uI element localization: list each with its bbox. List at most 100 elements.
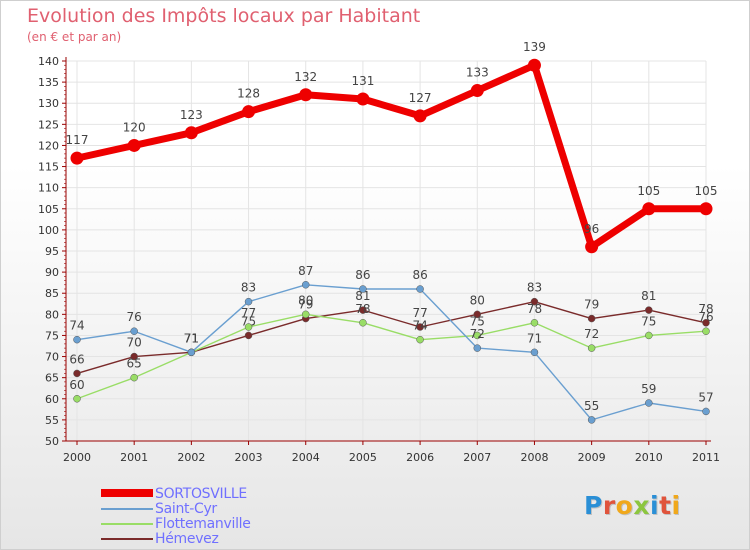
y-tick-label: 120 — [38, 139, 59, 152]
y-tick-label: 90 — [45, 266, 59, 279]
x-tick-label: 2001 — [120, 451, 148, 464]
data-point — [530, 297, 539, 306]
data-label: 59 — [641, 382, 656, 396]
data-point — [585, 240, 599, 254]
x-tick-label: 2004 — [292, 451, 320, 464]
data-point — [645, 399, 653, 407]
data-point — [242, 105, 256, 119]
data-label: 78 — [355, 302, 370, 316]
data-point — [473, 344, 482, 352]
data-point — [416, 323, 424, 331]
data-label: 60 — [69, 378, 84, 392]
data-label: 86 — [412, 268, 427, 282]
data-label: 81 — [355, 289, 370, 303]
series-line-saint-cyr — [76, 284, 707, 421]
data-point — [645, 306, 653, 314]
x-tick-label: 2000 — [63, 451, 91, 464]
data-point — [645, 331, 653, 340]
legend-swatch-flottemanville — [101, 523, 153, 525]
data-label: 71 — [184, 331, 199, 345]
series-line-flottemanville — [76, 313, 707, 400]
x-tick-label: 2011 — [692, 451, 720, 464]
y-tick-label: 135 — [38, 76, 59, 89]
data-point — [527, 58, 541, 72]
data-label: 131 — [351, 74, 374, 88]
data-label: 132 — [294, 70, 317, 84]
data-label: 71 — [184, 331, 199, 345]
logo-letter: i — [650, 491, 660, 520]
logo-letter: x — [633, 491, 650, 520]
logo-letter: P — [584, 491, 603, 520]
data-point — [470, 84, 484, 98]
data-label: 71 — [527, 331, 542, 345]
data-label: 81 — [641, 289, 656, 303]
x-tick-label: 2003 — [235, 451, 263, 464]
data-label: 78 — [527, 302, 542, 316]
data-label: 117 — [66, 133, 89, 147]
data-point — [187, 348, 196, 357]
data-label: 127 — [409, 91, 432, 105]
data-point — [413, 109, 427, 123]
x-tick-label: 2009 — [578, 451, 606, 464]
data-label: 65 — [127, 357, 142, 371]
chart-title: Evolution des Impôts locaux par Habitant — [27, 5, 421, 27]
data-label: 96 — [584, 222, 599, 236]
x-tick-label: 2006 — [406, 451, 434, 464]
data-label: 75 — [470, 314, 485, 328]
y-tick-label: 50 — [45, 435, 59, 448]
y-tick-label: 70 — [45, 351, 59, 364]
data-point — [642, 202, 656, 216]
data-point — [244, 297, 253, 306]
chart-subtitle: (en € et par an) — [27, 30, 122, 44]
data-point — [356, 92, 370, 106]
data-label: 72 — [470, 327, 485, 341]
data-label: 78 — [698, 302, 713, 316]
logo-letter: o — [615, 491, 634, 520]
data-point — [299, 88, 313, 102]
data-point — [416, 285, 424, 293]
data-point — [587, 416, 596, 424]
data-label: 70 — [127, 336, 142, 350]
y-tick-label: 95 — [45, 245, 59, 258]
y-tick-label: 75 — [45, 329, 59, 342]
data-label: 79 — [584, 298, 599, 312]
y-tick-label: 55 — [45, 414, 59, 427]
data-point — [73, 395, 81, 403]
data-label: 83 — [527, 281, 542, 295]
x-tick-label: 2010 — [635, 451, 663, 464]
legend-swatch-sortosville — [101, 489, 153, 497]
data-label: 86 — [355, 268, 370, 282]
legend-label-saint-cyr: Saint-Cyr — [155, 501, 217, 517]
data-point — [130, 352, 138, 361]
data-label: 87 — [298, 264, 313, 278]
data-point — [702, 327, 710, 335]
x-tick-label: 2005 — [349, 451, 377, 464]
data-label: 133 — [466, 66, 489, 80]
x-tick-label: 2002 — [177, 451, 205, 464]
y-tick-label: 100 — [38, 224, 59, 237]
data-point — [301, 310, 310, 319]
data-point — [587, 314, 596, 323]
y-tick-label: 125 — [38, 118, 59, 131]
legend-swatch-hemevez — [101, 538, 153, 540]
y-tick-label: 115 — [38, 161, 59, 174]
y-tick-label: 105 — [38, 203, 59, 216]
data-point — [359, 285, 367, 293]
data-point — [73, 335, 81, 344]
y-tick-label: 130 — [38, 97, 59, 110]
data-point — [699, 202, 713, 216]
y-tick-label: 85 — [45, 287, 59, 300]
data-label: 83 — [241, 281, 256, 295]
data-point — [130, 327, 138, 335]
data-label: 74 — [412, 319, 427, 333]
data-point — [587, 344, 596, 352]
legend-label-hemevez: Hémevez — [155, 531, 219, 547]
data-point — [130, 373, 138, 382]
data-label: 76 — [127, 310, 142, 324]
data-point — [73, 369, 81, 378]
logo-letter: i — [671, 491, 681, 520]
legend-label-sortosville: SORTOSVILLE — [155, 486, 247, 502]
proxiti-logo: Proxiti — [584, 491, 681, 520]
